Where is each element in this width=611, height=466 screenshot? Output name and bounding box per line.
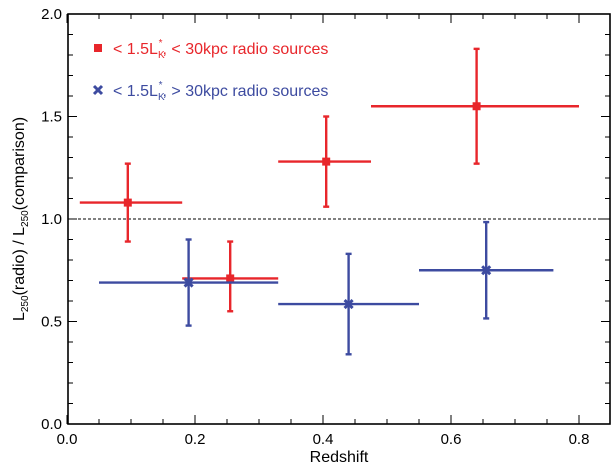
x-axis-label: Redshift <box>310 449 369 466</box>
x-tick-label: 0.6 <box>441 431 462 448</box>
x-tick-label: 0.2 <box>185 431 206 448</box>
data-point <box>278 115 371 208</box>
data-point <box>182 240 279 313</box>
y-label-part: (comparison) <box>11 117 28 210</box>
legend-label: < 1.5LK*, < 30kpc radio sources <box>113 38 328 61</box>
y-tick-label: 1.0 <box>41 211 62 228</box>
point-marker <box>322 157 331 166</box>
data-point <box>419 220 554 320</box>
data-point <box>99 238 279 327</box>
y-axis: 0.0 0.5 1.0 1.5 2.0 <box>41 6 610 433</box>
y-tick-label: 0.0 <box>41 416 62 433</box>
legend-marker <box>92 84 104 96</box>
point-marker <box>123 198 132 207</box>
data-point <box>79 162 183 243</box>
point-marker <box>226 274 235 283</box>
point-marker <box>481 265 492 276</box>
series-2 <box>99 220 554 356</box>
y-tick-label: 0.5 <box>41 314 62 331</box>
y-label-sub: 250 <box>20 210 31 227</box>
legend-label-part: < 1.5L <box>113 83 158 100</box>
legend-label: < 1.5LK*, > 30kpc radio sources <box>113 80 328 103</box>
legend-label-part: K <box>158 50 165 61</box>
data-point <box>371 47 579 165</box>
legend-marker <box>94 44 102 52</box>
point-marker <box>183 277 194 288</box>
y-label-sub: 250 <box>20 295 31 312</box>
legend-label-part: , < 30kpc radio sources <box>163 41 329 58</box>
x-tick-label: 0.0 <box>57 431 78 448</box>
x-tick-label: 0.8 <box>569 431 590 448</box>
legend-label-part: , > 30kpc radio sources <box>163 83 329 100</box>
data-point <box>278 252 419 356</box>
point-marker <box>343 299 354 310</box>
y-tick-label: 1.5 <box>41 109 62 126</box>
legend-item-1: < 1.5LK*, < 30kpc radio sources <box>94 38 328 61</box>
legend-label-part: < 1.5L <box>113 41 158 58</box>
legend: < 1.5LK*, < 30kpc radio sources< 1.5LK*,… <box>92 38 328 103</box>
legend-item-2: < 1.5LK*, > 30kpc radio sources <box>92 80 328 103</box>
point-marker <box>472 102 481 111</box>
series-layer <box>79 47 579 356</box>
legend-label-part: * <box>159 38 163 49</box>
legend-label-part: * <box>159 80 163 91</box>
y-tick-label: 2.0 <box>41 6 62 23</box>
y-label-part: (radio) / L <box>11 227 28 296</box>
legend-label-part: K <box>158 92 165 103</box>
y-label-part: L <box>11 312 28 321</box>
x-tick-label: 0.4 <box>313 431 334 448</box>
series-1 <box>79 47 579 313</box>
x-axis: 0.0 0.2 0.4 0.6 0.8 <box>57 14 590 448</box>
y-axis-label: L250(radio) / L250(comparison) <box>11 117 31 321</box>
